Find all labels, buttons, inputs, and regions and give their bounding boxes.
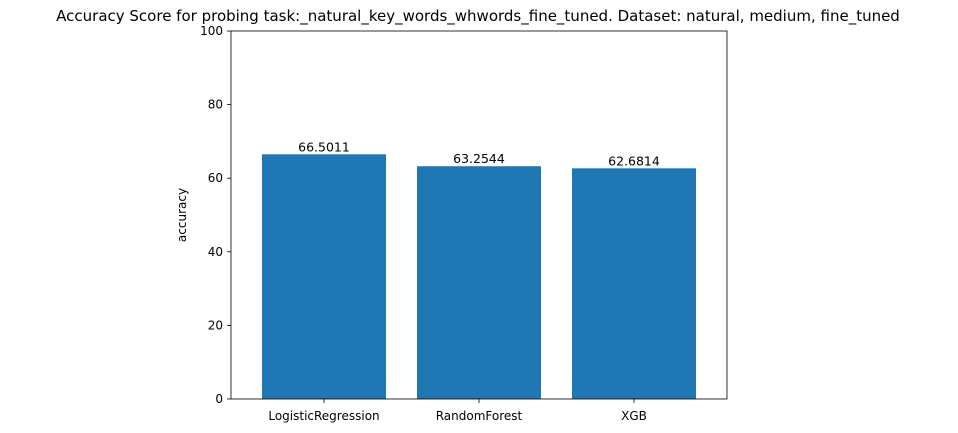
y-axis-label: accuracy xyxy=(175,188,189,242)
bar-xgb xyxy=(572,168,696,399)
y-tick-label-60: 60 xyxy=(208,171,223,185)
bar-logisticregression xyxy=(262,154,386,399)
plot-frame xyxy=(230,30,728,400)
data-label-xgb: 62.6814 xyxy=(608,153,660,168)
data-labels-layer: 66.5011 63.2544 62.6814 xyxy=(298,139,660,168)
y-axis: 0 20 40 60 80 100 xyxy=(200,24,231,406)
bars-layer xyxy=(262,154,696,399)
y-tick-label-100: 100 xyxy=(200,24,223,38)
y-tick-label-0: 0 xyxy=(215,392,223,406)
bar-randomforest xyxy=(417,166,541,399)
x-tick-label-logisticregression: LogisticRegression xyxy=(268,409,379,423)
chart-title: Accuracy Score for probing task:_natural… xyxy=(56,7,900,26)
y-tick-label-20: 20 xyxy=(208,318,223,332)
x-axis: LogisticRegression RandomForest XGB xyxy=(268,399,647,423)
x-tick-label-randomforest: RandomForest xyxy=(436,409,523,423)
data-label-randomforest: 63.2544 xyxy=(453,151,505,166)
data-label-logisticregression: 66.5011 xyxy=(298,139,350,154)
y-tick-label-80: 80 xyxy=(208,98,223,112)
y-tick-label-40: 40 xyxy=(208,245,223,259)
x-tick-label-xgb: XGB xyxy=(621,409,647,423)
